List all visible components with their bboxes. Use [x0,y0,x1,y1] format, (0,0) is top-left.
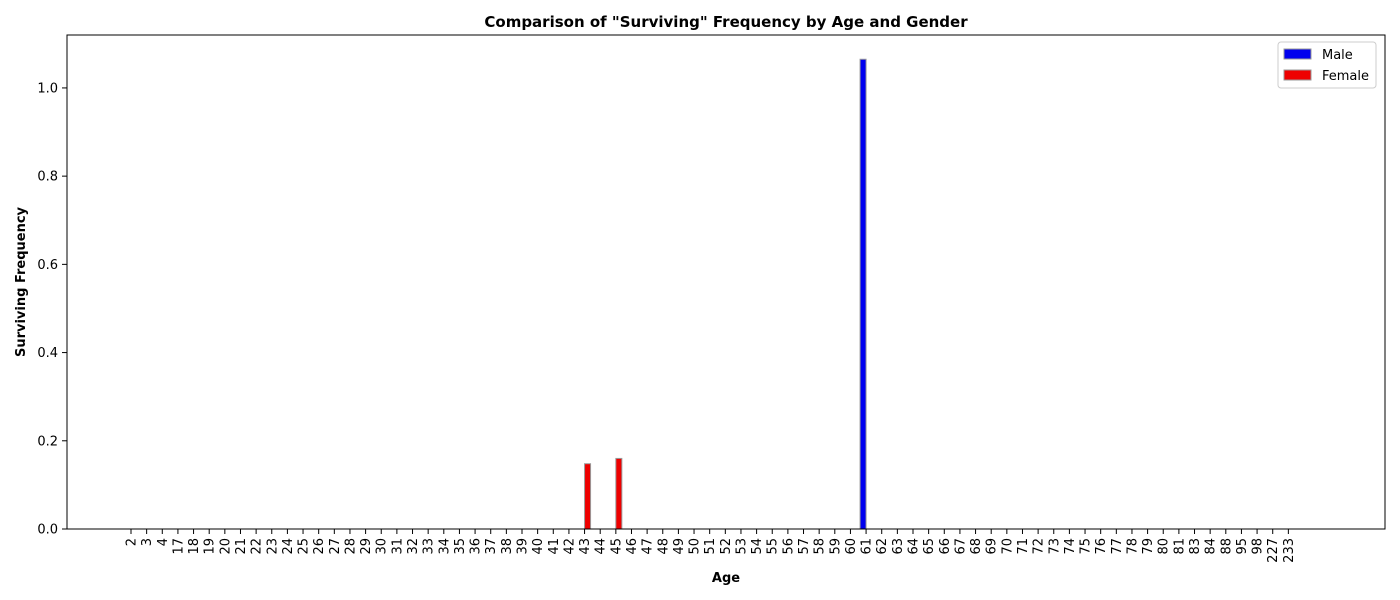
x-tick-label: 19 [203,538,218,555]
x-tick-label: 58 [813,538,828,555]
x-tick-label: 80 [1157,538,1172,555]
x-tick-label: 63 [891,538,906,555]
y-tick-label: 0.4 [37,346,58,361]
x-tick-label: 54 [750,538,765,555]
x-tick-label: 43 [578,538,593,555]
axes-frame [66,34,1386,530]
x-tick-label: 35 [453,538,468,555]
chart-title: Comparison of "Surviving" Frequency by A… [484,13,968,31]
x-tick-label: 84 [1204,538,1219,555]
x-tick-label: 21 [234,538,249,555]
x-tick-label: 66 [938,538,953,555]
plot-area: 0.00.20.40.60.81.02 3 4 17 18 19 20 21 22 23 24 25 2… [37,34,1386,563]
x-tick-label: 18 [187,538,202,555]
x-tick-label: 26 [312,538,327,555]
x-tick-label: 57 [797,538,812,555]
x-tick-label: 51 [703,538,718,555]
x-tick-label: 49 [672,538,687,555]
x-tick-label: 62 [875,538,890,555]
y-tick-label: 0.8 [37,170,58,185]
legend: Male Female [1277,41,1377,89]
x-tick-label: 50 [688,538,703,555]
x-tick-label: 46 [625,538,640,555]
x-tick-label: 3 [140,538,155,546]
x-tick-label: 44 [594,538,609,555]
x-tick-label: 64 [907,538,922,555]
x-tick-label: 17 [171,538,186,555]
x-tick-label: 72 [1032,538,1047,555]
x-tick-label: 29 [359,538,374,555]
bar-female [584,463,592,530]
x-tick-label: 53 [734,538,749,555]
x-tick-label: 81 [1172,538,1187,555]
legend-swatch-female [1283,69,1312,81]
x-tick-label: 68 [969,538,984,555]
x-tick-label: 28 [343,538,358,555]
x-tick-label: 95 [1235,538,1250,555]
x-tick-label: 41 [547,538,562,555]
x-tick-label: 45 [609,538,624,555]
x-tick-label: 24 [281,538,296,555]
legend-label-female: Female [1322,69,1369,84]
x-tick-label: 76 [1094,538,1109,555]
x-tick-label: 38 [500,538,515,555]
x-tick-label: 25 [297,538,312,555]
x-tick-label: 40 [531,538,546,555]
x-tick-label: 88 [1219,538,1234,555]
x-tick-label: 98 [1251,538,1266,555]
x-tick-label: 69 [985,538,1000,555]
x-tick-label: 31 [390,538,405,555]
y-tick-label: 0.0 [37,523,58,538]
y-tick-label: 0.6 [37,258,58,273]
x-tick-label: 42 [562,538,577,555]
x-tick-label: 39 [516,538,531,555]
x-tick-label: 227 [1266,538,1281,563]
y-tick-label: 1.0 [37,81,58,96]
legend-swatch-male [1283,48,1312,60]
x-tick-label: 60 [844,538,859,555]
x-tick-label: 79 [1141,538,1156,555]
x-tick-label: 67 [953,538,968,555]
x-tick-label: 70 [1000,538,1015,555]
x-tick-label: 59 [828,538,843,555]
x-tick-label: 48 [656,538,671,555]
x-tick-label: 71 [1016,538,1031,555]
y-axis-label: Surviving Frequency [14,206,29,357]
x-tick-label: 65 [922,538,937,555]
bar-male [859,58,867,530]
x-tick-label: 83 [1188,538,1203,555]
x-tick-label: 47 [641,538,656,555]
x-tick-label: 4 [156,538,171,546]
x-tick-label: 55 [766,538,781,555]
x-tick-label: 36 [469,538,484,555]
x-tick-label: 33 [422,538,437,555]
x-tick-label: 61 [860,538,875,555]
x-tick-label: 75 [1079,538,1094,555]
legend-label-male: Male [1322,48,1353,63]
x-tick-label: 20 [218,538,233,555]
x-tick-label: 2 [125,538,140,546]
bar-female [615,457,623,530]
x-tick-label: 77 [1110,538,1125,555]
x-tick-label: 52 [719,538,734,555]
x-tick-label: 23 [265,538,280,555]
x-tick-label: 74 [1063,538,1078,555]
x-tick-label: 78 [1125,538,1140,555]
x-axis-label: Age [712,571,740,586]
x-tick-label: 37 [484,538,499,555]
x-tick-label: 56 [781,538,796,555]
y-tick-label: 0.2 [37,434,58,449]
x-tick-label: 32 [406,538,421,555]
x-tick-label: 27 [328,538,343,555]
x-tick-label: 233 [1282,538,1297,563]
x-tick-label: 73 [1047,538,1062,555]
x-tick-label: 22 [250,538,265,555]
x-tick-label: 34 [437,538,452,555]
x-tick-label: 30 [375,538,390,555]
